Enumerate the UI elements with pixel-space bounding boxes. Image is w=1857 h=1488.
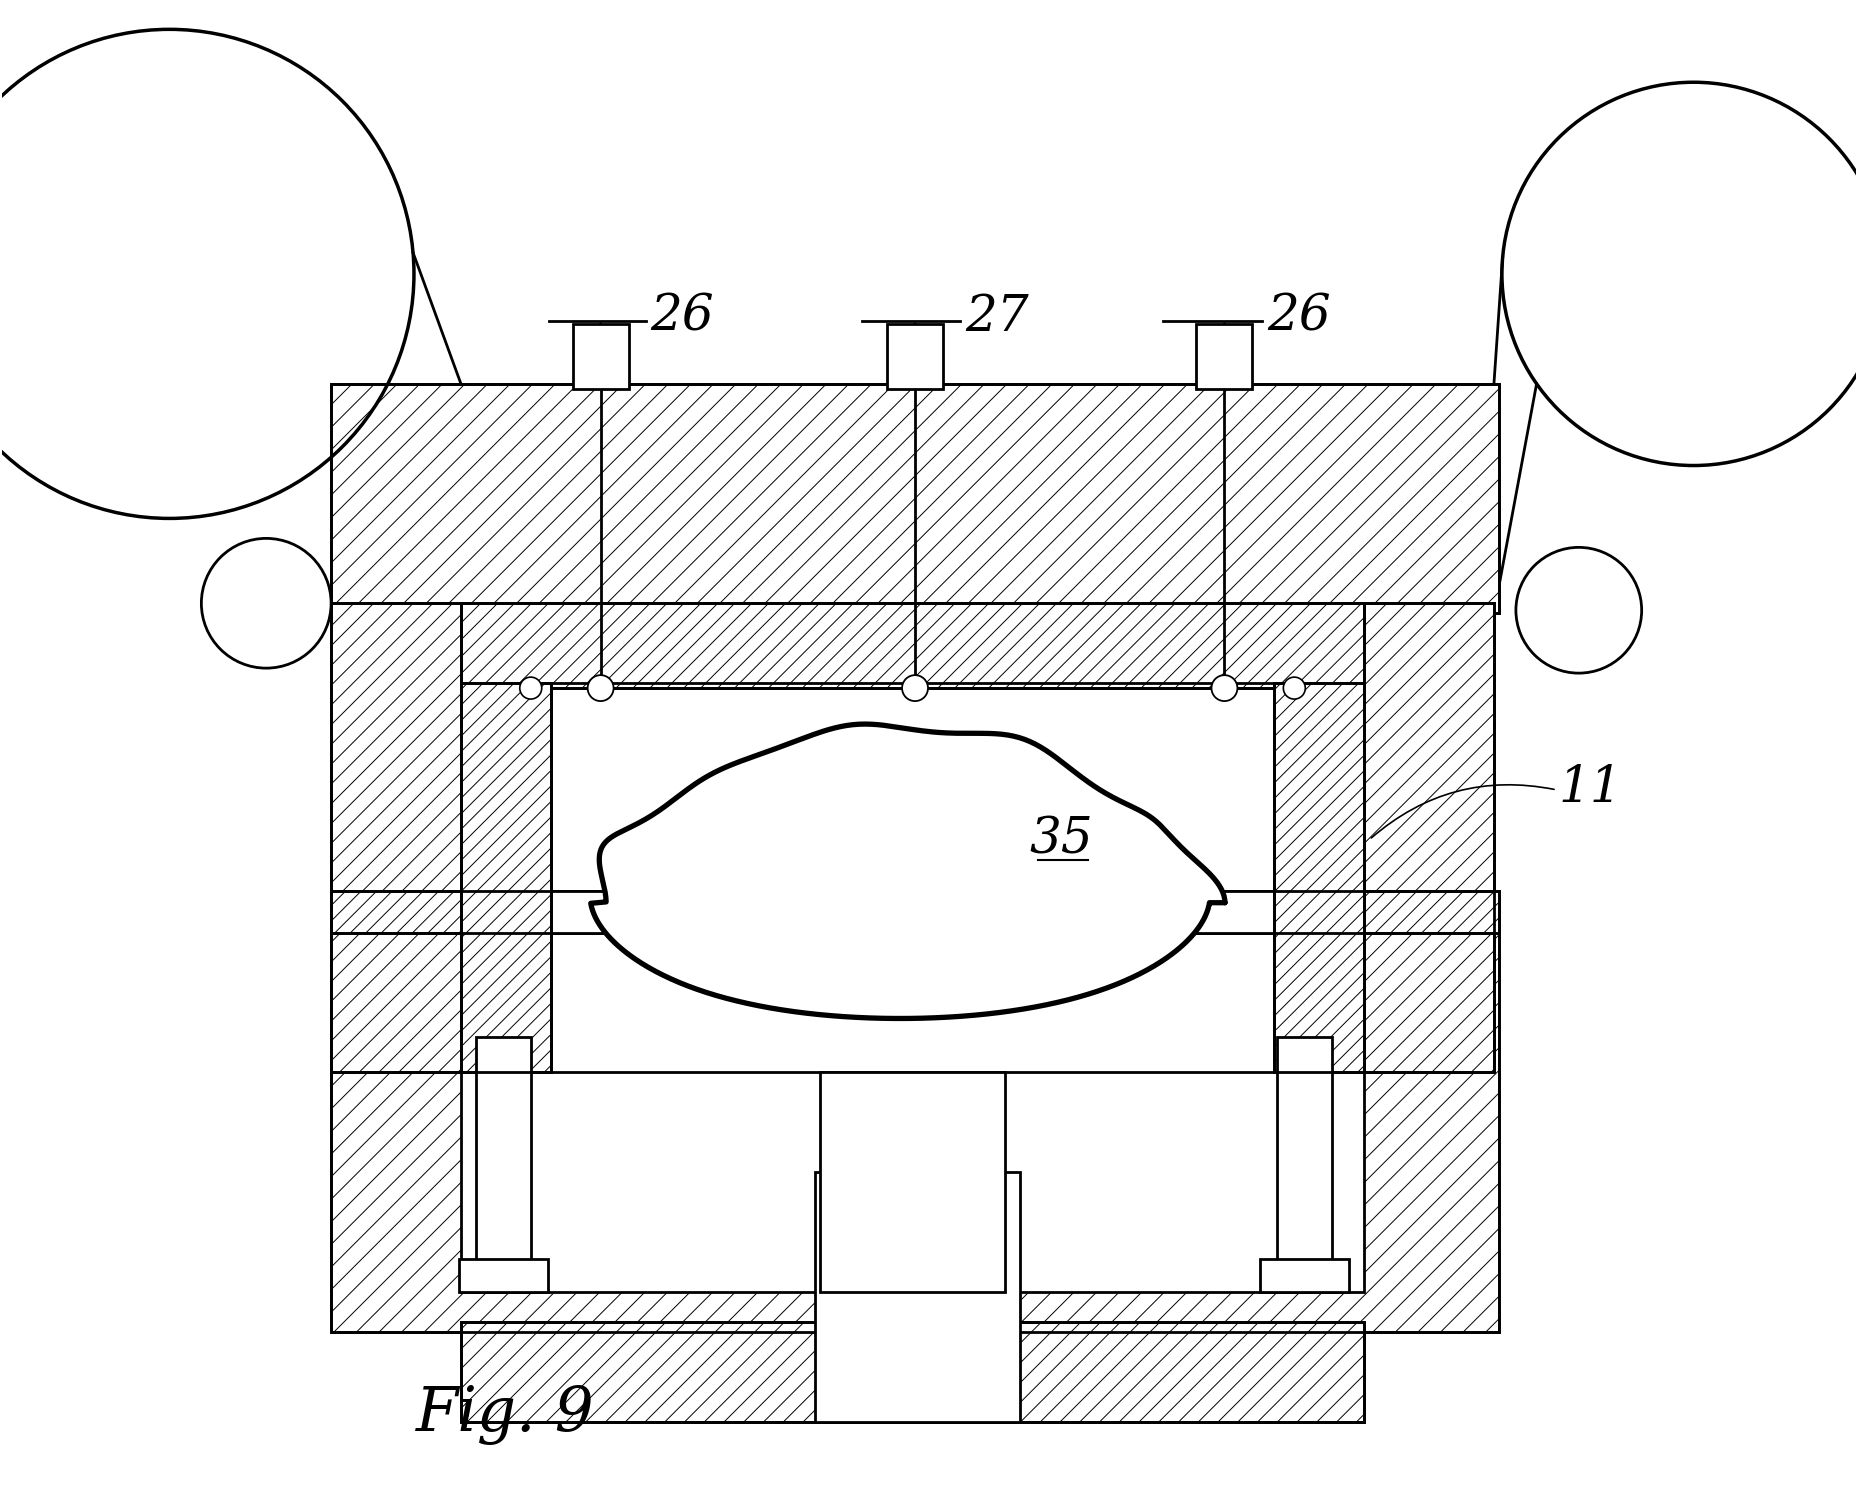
Bar bbox=[1196, 324, 1252, 388]
Bar bbox=[461, 1321, 1363, 1421]
Bar bbox=[1363, 603, 1493, 1073]
Bar bbox=[572, 324, 628, 388]
Circle shape bbox=[520, 677, 542, 699]
Bar bbox=[461, 683, 550, 1073]
Bar bbox=[331, 384, 1499, 613]
Bar bbox=[331, 891, 1499, 933]
Text: 27: 27 bbox=[964, 292, 1029, 342]
Bar bbox=[1274, 683, 1363, 1073]
Bar bbox=[331, 893, 1499, 1332]
Bar bbox=[550, 683, 1274, 1073]
Text: 11: 11 bbox=[1558, 763, 1621, 812]
Bar bbox=[331, 384, 1499, 613]
Text: 26: 26 bbox=[1266, 292, 1330, 342]
Circle shape bbox=[901, 676, 927, 701]
Text: 35: 35 bbox=[1029, 815, 1094, 865]
Bar bbox=[331, 893, 1499, 1332]
Circle shape bbox=[1211, 676, 1237, 701]
Bar bbox=[331, 893, 1499, 1332]
Bar bbox=[1259, 1259, 1348, 1292]
Bar bbox=[461, 603, 1363, 687]
Bar bbox=[461, 683, 1363, 1073]
Bar bbox=[331, 603, 461, 1073]
Bar bbox=[461, 933, 1363, 1292]
Bar bbox=[461, 603, 1363, 687]
Bar bbox=[459, 1259, 548, 1292]
Bar bbox=[550, 891, 1274, 933]
Circle shape bbox=[587, 676, 613, 701]
Bar bbox=[331, 603, 461, 1073]
Bar bbox=[886, 324, 943, 388]
Bar bbox=[461, 683, 550, 1073]
Bar bbox=[331, 891, 1499, 933]
Bar bbox=[1363, 603, 1493, 1073]
Bar bbox=[331, 891, 1499, 933]
Text: 26: 26 bbox=[650, 292, 713, 342]
Text: Fig. 9: Fig. 9 bbox=[416, 1385, 594, 1445]
Bar bbox=[331, 384, 1499, 613]
Bar bbox=[461, 683, 550, 1073]
Bar bbox=[1276, 1037, 1331, 1292]
Bar bbox=[815, 1173, 1019, 1421]
Bar bbox=[475, 1037, 531, 1292]
Bar bbox=[1274, 683, 1363, 1073]
Bar bbox=[461, 1321, 1363, 1421]
Circle shape bbox=[1283, 677, 1305, 699]
Polygon shape bbox=[591, 725, 1224, 1018]
Bar bbox=[1363, 603, 1493, 1073]
Bar bbox=[1274, 683, 1363, 1073]
Bar bbox=[819, 1073, 1005, 1292]
Bar bbox=[461, 1321, 1363, 1421]
Bar bbox=[461, 603, 1363, 687]
Bar bbox=[331, 603, 461, 1073]
